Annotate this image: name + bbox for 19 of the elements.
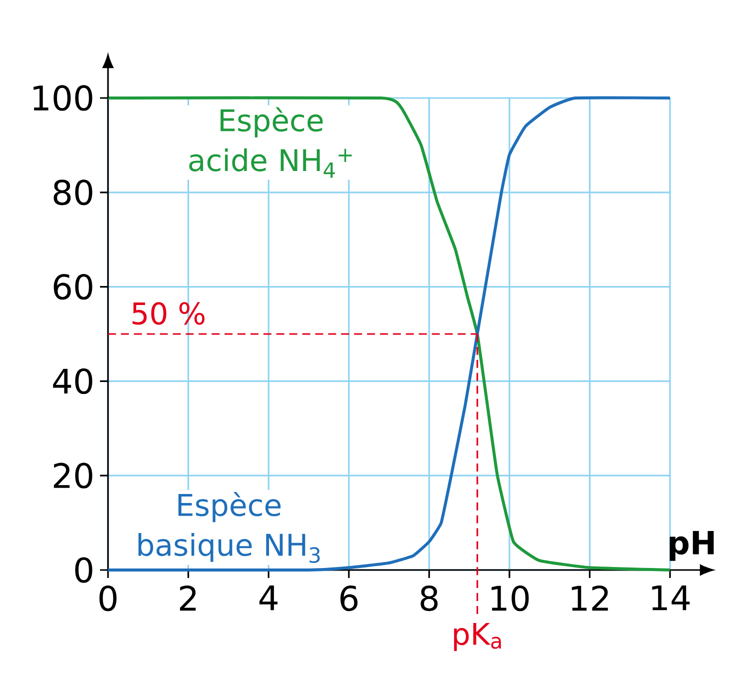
x-tick-label: 6 xyxy=(340,585,358,612)
x-axis-title: pH xyxy=(670,530,714,561)
y-tick-label: 80 xyxy=(54,180,92,206)
x-tick-label: 10 xyxy=(492,585,529,612)
x-tick-label: 12 xyxy=(572,585,608,611)
x-tick-label: 14 xyxy=(652,585,690,610)
y-tick-label: 40 xyxy=(53,368,92,394)
series-label: Espèce acide NH$_{4}$+ xyxy=(189,107,352,178)
y-tick-label: 60 xyxy=(54,274,92,300)
ref-line-label: pK$_{a}$ xyxy=(454,622,501,652)
y-tick-label: 100 xyxy=(34,85,92,111)
series-label: Espèce basique NH$_{3}$ xyxy=(138,492,320,563)
y-tick-label: 0 xyxy=(75,557,92,583)
ref-line-label: 50 % xyxy=(132,302,205,325)
x-tick-label: 8 xyxy=(420,585,438,612)
x-tick-label: 4 xyxy=(259,585,278,610)
x-tick-label: 2 xyxy=(180,585,196,611)
x-tick-label: 0 xyxy=(99,585,117,612)
y-tick-label: 20 xyxy=(54,462,92,488)
